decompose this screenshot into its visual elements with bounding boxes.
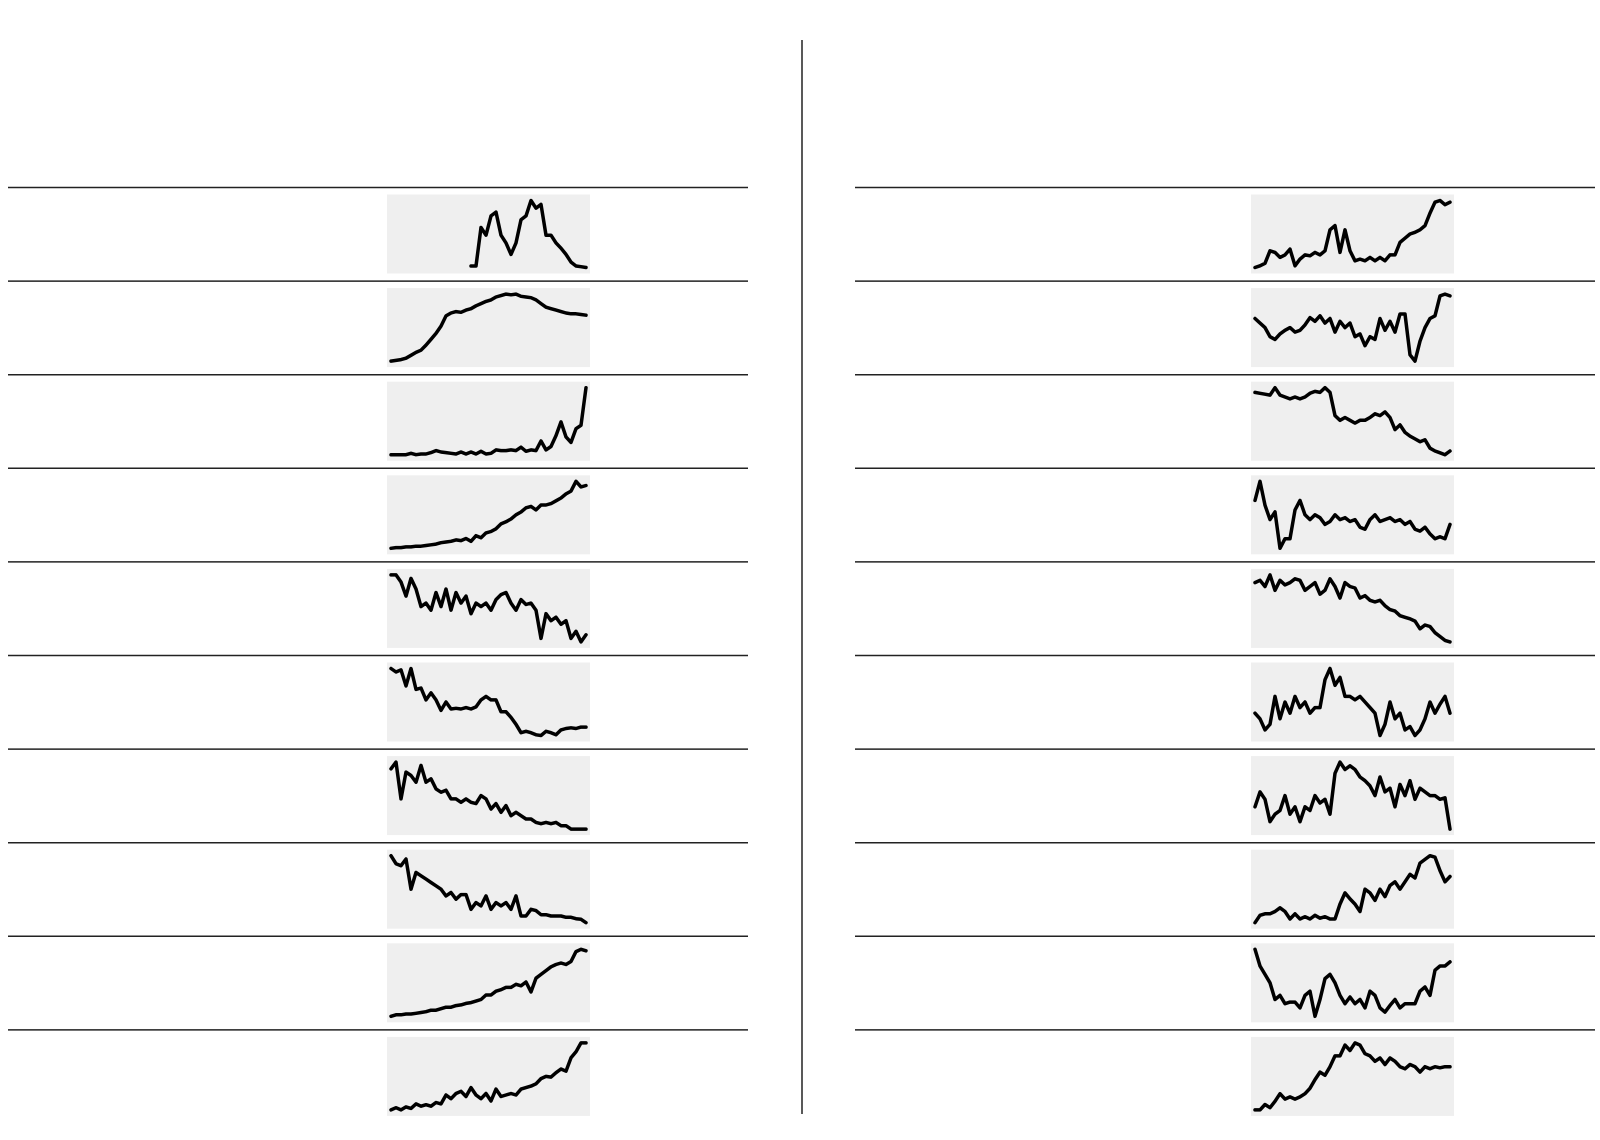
sparkline-background <box>387 662 590 742</box>
sparkline <box>389 479 588 551</box>
sparkline <box>389 666 588 738</box>
sparkline-background <box>1251 943 1454 1023</box>
sparkline <box>389 573 588 644</box>
sparkline-background <box>1251 662 1454 742</box>
sparkline <box>1253 479 1452 551</box>
sparkline-background <box>1251 194 1454 274</box>
sparkline <box>1253 385 1452 457</box>
sparkline <box>1253 1041 1452 1112</box>
sparkline <box>389 947 588 1019</box>
sparkline <box>1253 760 1452 831</box>
sparkline-background <box>387 475 590 555</box>
sparkline-background <box>1251 568 1454 648</box>
sparkline <box>389 385 588 457</box>
sparkline <box>1253 666 1452 738</box>
sparkline-background <box>1251 1036 1454 1116</box>
sparkline-background <box>387 194 590 274</box>
sparkline <box>1253 853 1452 925</box>
sparkline <box>469 198 588 270</box>
sparkline <box>1253 198 1452 270</box>
sparkline-background <box>387 943 590 1023</box>
sparkline <box>1253 947 1452 1019</box>
sparkline <box>1253 573 1452 644</box>
sparkline-background <box>387 381 590 461</box>
sparkline <box>389 292 588 363</box>
sparkline <box>389 853 588 925</box>
sparkline <box>389 760 588 831</box>
sparkline <box>389 1041 588 1112</box>
sparkline <box>1253 292 1452 363</box>
sparkline-background <box>387 1036 590 1116</box>
